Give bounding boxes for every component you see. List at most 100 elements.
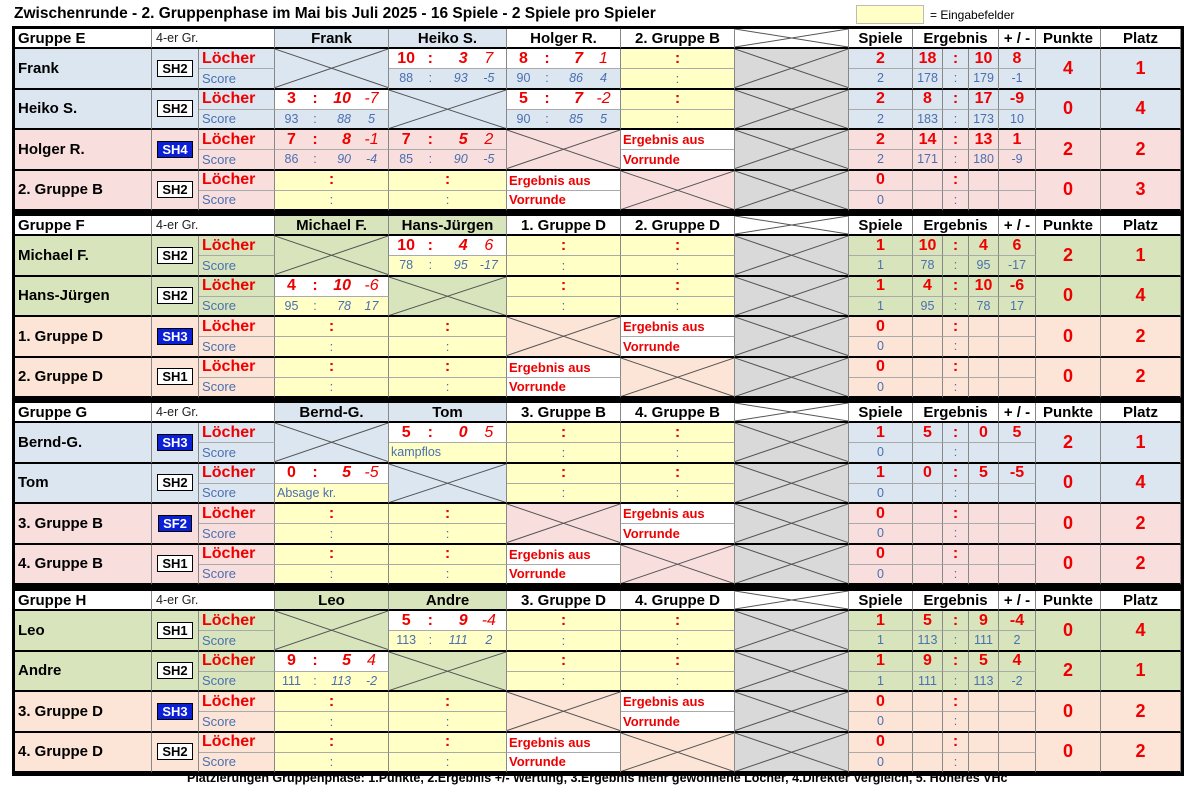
- match-score-input[interactable]: :: [275, 524, 389, 545]
- match-score-input[interactable]: :: [621, 443, 735, 464]
- prior-result-label: Vorrunde: [621, 150, 735, 171]
- match-score-input[interactable]: 93: 88 5: [275, 109, 389, 130]
- match-score-input[interactable]: 90: 86 4: [507, 69, 621, 90]
- empty: [467, 733, 506, 752]
- match-score-input[interactable]: 78: 95 -17: [389, 256, 507, 277]
- match-holes-input[interactable]: 3:10 -7: [275, 89, 389, 110]
- match-score-input[interactable]: 88: 93 -5: [389, 69, 507, 90]
- handicap-badge: SH3: [152, 423, 199, 464]
- match-score-input[interactable]: :: [507, 483, 621, 504]
- match-score-input[interactable]: :: [621, 109, 735, 130]
- match-holes-input[interactable]: :: [621, 49, 735, 70]
- match-score-input[interactable]: :: [507, 443, 621, 464]
- handicap-badge: SH4: [152, 130, 199, 171]
- handicap-badge: SH2: [152, 170, 199, 211]
- match-holes-input[interactable]: :: [389, 357, 507, 378]
- match-holes-input[interactable]: 7: 8 -1: [275, 130, 389, 151]
- match-score-input[interactable]: :: [389, 337, 507, 358]
- match-score-input[interactable]: :: [389, 377, 507, 398]
- match-score-input[interactable]: Absage kr.: [275, 483, 389, 504]
- match-holes-input[interactable]: 0: 5 -5: [275, 463, 389, 484]
- match-holes-input[interactable]: :: [275, 317, 389, 338]
- match-holes-input[interactable]: 5: 9 -4: [389, 611, 507, 632]
- match-holes-input[interactable]: :: [275, 692, 389, 713]
- match-holes-input[interactable]: :: [275, 170, 389, 191]
- match-score-input[interactable]: 113:111 2: [389, 631, 507, 652]
- match-score-input[interactable]: 85: 90 -5: [389, 150, 507, 171]
- match-score-input[interactable]: :: [621, 69, 735, 90]
- match-score-input[interactable]: :: [507, 256, 621, 277]
- match-score-input[interactable]: :: [621, 256, 735, 277]
- match-holes-input[interactable]: :: [389, 317, 507, 338]
- match-score-input[interactable]: :: [275, 190, 389, 211]
- match-holes-input[interactable]: :: [389, 544, 507, 565]
- match-holes-input[interactable]: :: [275, 732, 389, 753]
- match-holes-input[interactable]: 10: 4 6: [389, 236, 507, 257]
- match-score-input[interactable]: 90: 85 5: [507, 109, 621, 130]
- match-holes-input[interactable]: :: [275, 504, 389, 525]
- match-score-input[interactable]: :: [621, 631, 735, 652]
- match-score-input[interactable]: :: [507, 296, 621, 317]
- match-holes-input[interactable]: :: [621, 611, 735, 632]
- match-holes-input[interactable]: 5: 7 -2: [507, 89, 621, 110]
- match-score-input[interactable]: :: [389, 712, 507, 733]
- match-score-input[interactable]: :: [621, 671, 735, 692]
- match-score-input[interactable]: :: [389, 524, 507, 545]
- match-score-input[interactable]: :: [275, 752, 389, 773]
- total-score-diff: [999, 752, 1036, 773]
- match-holes-input[interactable]: :: [621, 236, 735, 257]
- match-holes-input[interactable]: :: [621, 423, 735, 444]
- colon: :: [328, 317, 335, 335]
- match-holes-input[interactable]: :: [507, 651, 621, 672]
- total-score-diff: 2: [999, 631, 1036, 652]
- games-scored: 0: [849, 564, 913, 585]
- match-holes-input[interactable]: :: [507, 611, 621, 632]
- match-score-input[interactable]: :: [389, 564, 507, 585]
- blank-cell: [735, 611, 849, 652]
- match-score-input[interactable]: :: [621, 296, 735, 317]
- match-holes-input[interactable]: :: [621, 89, 735, 110]
- empty: [582, 423, 620, 442]
- match-holes-input[interactable]: :: [621, 276, 735, 297]
- match-score-input[interactable]: :: [507, 671, 621, 692]
- match-holes-input[interactable]: :: [507, 423, 621, 444]
- match-holes-input[interactable]: :: [507, 276, 621, 297]
- match-holes-input[interactable]: :: [621, 463, 735, 484]
- match-holes-input[interactable]: :: [389, 504, 507, 525]
- match-holes-input[interactable]: :: [507, 463, 621, 484]
- match-holes-input[interactable]: :: [275, 357, 389, 378]
- match-holes-input[interactable]: :: [389, 170, 507, 191]
- match-holes-input[interactable]: :: [275, 544, 389, 565]
- match-score-input[interactable]: 86: 90 -4: [275, 150, 389, 171]
- colon: :: [329, 192, 334, 208]
- colon: :: [561, 485, 566, 501]
- match-holes-input[interactable]: 4:10 -6: [275, 276, 389, 297]
- match-score-input[interactable]: 111:113 -2: [275, 671, 389, 692]
- match-score-input[interactable]: kampflos: [389, 443, 507, 464]
- games-scored: 1: [849, 671, 913, 692]
- colon: :: [561, 673, 566, 689]
- match-score-input[interactable]: :: [275, 337, 389, 358]
- match-holes-input[interactable]: :: [507, 236, 621, 257]
- match-score-input[interactable]: :: [275, 564, 389, 585]
- match-holes-input[interactable]: :: [621, 651, 735, 672]
- colon: :: [329, 525, 334, 541]
- match-score-input[interactable]: :: [389, 190, 507, 211]
- colon: :: [312, 277, 318, 295]
- match-score-input[interactable]: 95: 78 17: [275, 296, 389, 317]
- match-score-input[interactable]: :: [275, 377, 389, 398]
- match-holes-input[interactable]: :: [389, 692, 507, 713]
- match-score-input[interactable]: :: [275, 712, 389, 733]
- match-score-input[interactable]: :: [621, 483, 735, 504]
- group-title: Gruppe E: [15, 29, 152, 49]
- match-score-input[interactable]: :: [507, 631, 621, 652]
- match-holes-input[interactable]: 10: 3 7: [389, 49, 507, 70]
- blank-cell: [735, 357, 849, 398]
- match-score-input[interactable]: :: [389, 752, 507, 773]
- match-holes-input[interactable]: :: [389, 732, 507, 753]
- colon: :: [444, 317, 451, 335]
